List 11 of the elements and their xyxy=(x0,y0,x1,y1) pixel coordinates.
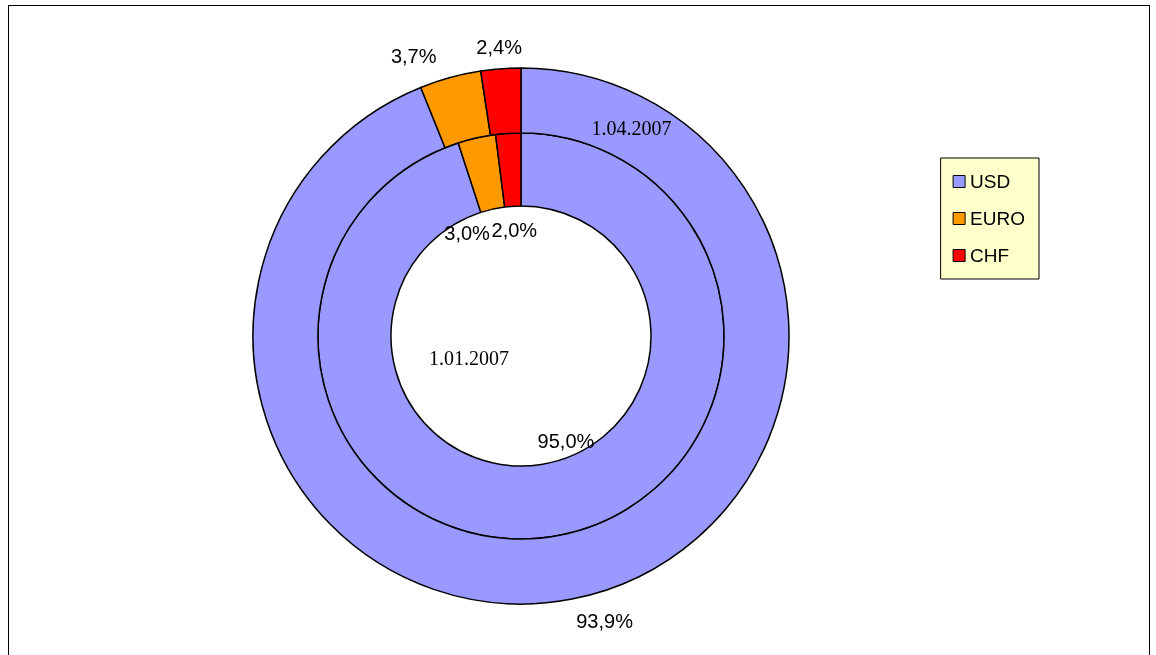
data-label: 3,7% xyxy=(390,45,437,68)
legend-label: CHF xyxy=(970,245,1010,266)
slice-label: 1.04.2007 xyxy=(591,117,672,140)
data-label: 93,9% xyxy=(576,609,634,632)
slice-label: 1.01.2007 xyxy=(429,347,509,369)
data-label: 2,0% xyxy=(491,219,538,242)
legend-label: USD xyxy=(970,171,1011,192)
data-label: 2,4% xyxy=(476,35,523,58)
legend-label: EURO xyxy=(970,208,1026,229)
data-label: 95,0% xyxy=(537,429,595,452)
data-label: 3,0% xyxy=(444,221,491,244)
